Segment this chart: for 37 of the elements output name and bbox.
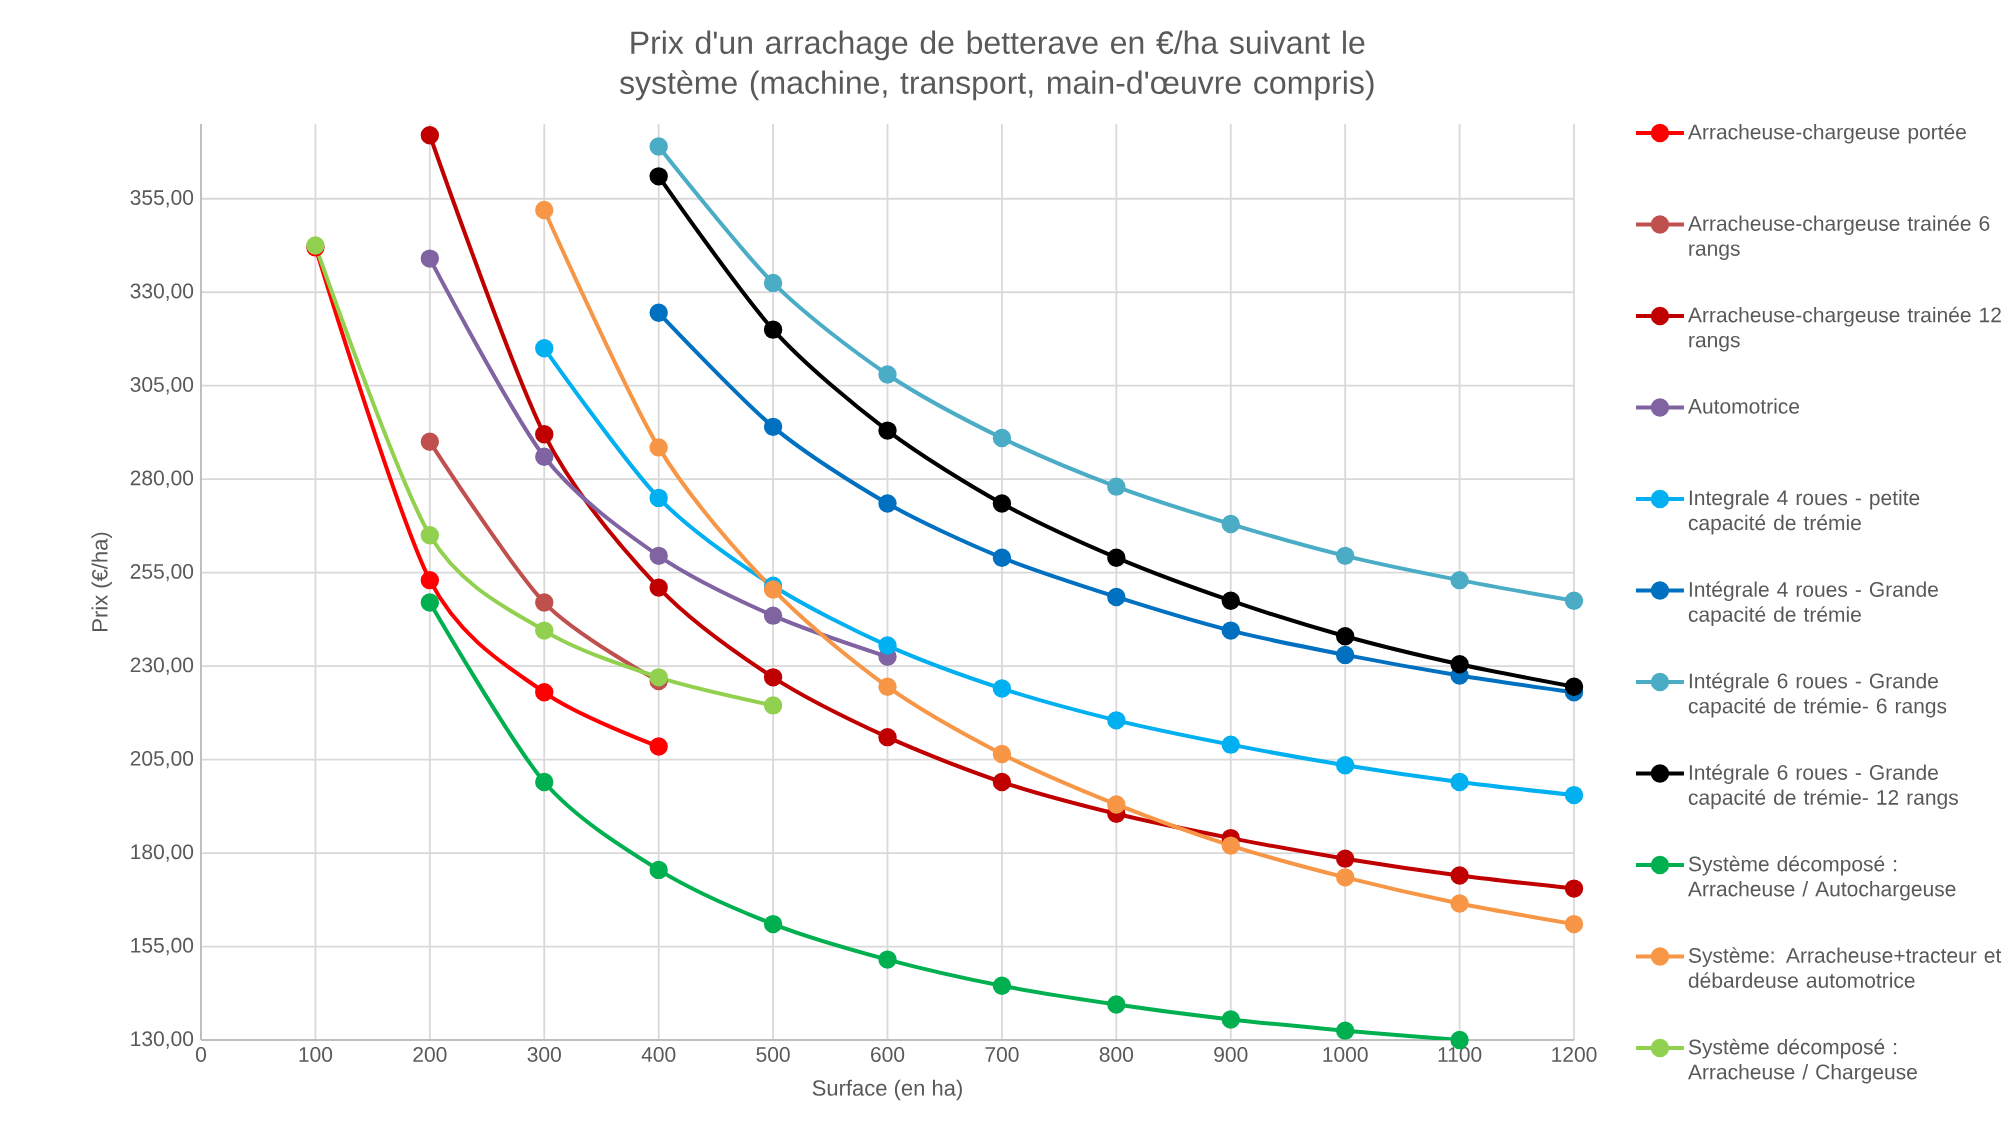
legend-label: Système: Arracheuse+tracteur et débardeuse automotrice bbox=[1688, 947, 2002, 988]
x-tick-label: 900 bbox=[1214, 1047, 1248, 1062]
x-tick-label: 0 bbox=[195, 1047, 207, 1062]
y-tick-label: 205,00 bbox=[130, 750, 194, 769]
x-tick-label: 800 bbox=[1099, 1047, 1134, 1062]
legend-label: Intégrale 6 roues - Grande capacité de trémie- 6 rangs bbox=[1688, 672, 1947, 718]
x-tick-label: 1200 bbox=[1552, 1047, 1597, 1062]
legend-label: Système décomposé : Arracheuse / Chargeuse bbox=[1687, 1038, 1917, 1084]
legend-label: Système décomposé : Arracheuse / Autochargeuse bbox=[1687, 855, 1956, 901]
y-tick-label: 230,00 bbox=[130, 657, 194, 675]
legend-label: Intégrale 4 roues - Grande capacité de trémie bbox=[1688, 581, 1938, 627]
x-tick-label: 700 bbox=[985, 1047, 1019, 1062]
legend-label: Arracheuse-chargeuse trainée 6 rangs bbox=[1687, 215, 1990, 261]
y-tick-label: 280,00 bbox=[130, 470, 194, 488]
y-tick-label: 305,00 bbox=[130, 377, 194, 395]
legend-label: Automotrice bbox=[1687, 398, 1800, 414]
y-tick-label: 255,00 bbox=[130, 563, 194, 582]
x-tick-label: 500 bbox=[756, 1047, 790, 1062]
legend-label: Arracheuse-chargeuse portée bbox=[1687, 123, 1966, 144]
x-tick-label: 300 bbox=[527, 1047, 561, 1062]
x-tick-label: 400 bbox=[641, 1047, 676, 1062]
x-tick-label: 1100 bbox=[1438, 1047, 1482, 1062]
legend-label: Integrale 4 roues - petite capacité de trémie bbox=[1688, 489, 1920, 535]
legend-label: Intégrale 6 roues - Grande capacité de trémie- 12 rangs bbox=[1688, 764, 1958, 810]
x-tick-label: 100 bbox=[299, 1047, 333, 1062]
y-tick-label: 130,00 bbox=[131, 1031, 194, 1049]
y-axis-title: Prix (€/ha) bbox=[91, 532, 112, 631]
y-tick-label: 355,00 bbox=[130, 190, 194, 208]
y-tick-label: 155,00 bbox=[131, 937, 194, 956]
x-tick-label: 600 bbox=[871, 1047, 905, 1062]
x-tick-label: 200 bbox=[413, 1047, 447, 1062]
y-tick-label: 180,00 bbox=[131, 844, 194, 862]
x-tick-label: 1000 bbox=[1323, 1047, 1368, 1062]
chart-title: Prix d'un arrachage de betterave en €/ha suivant le système (machine, transport, main-d'œuvre compris) bbox=[619, 30, 1374, 101]
legend-label: Arracheuse-chargeuse trainée 12 rangs bbox=[1687, 306, 2001, 352]
y-tick-label: 330,00 bbox=[130, 283, 194, 301]
x-axis-title: Surface (en ha) bbox=[812, 1079, 962, 1101]
